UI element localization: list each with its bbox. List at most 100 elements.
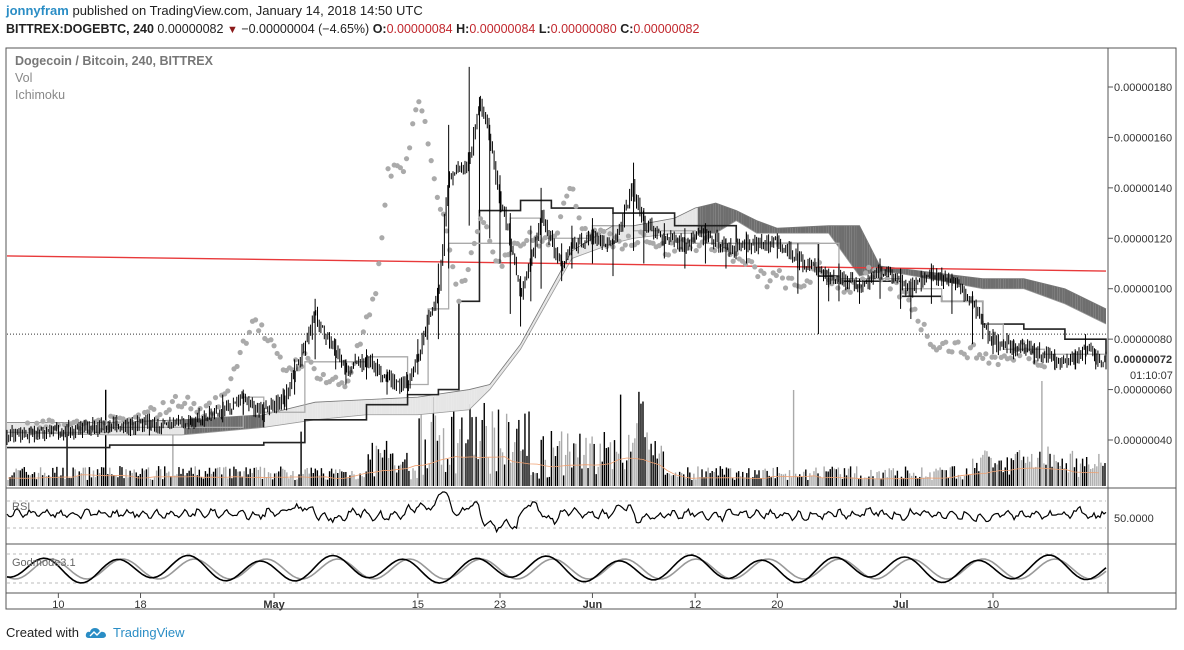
volume-bar — [485, 425, 487, 486]
volume-bar — [227, 478, 229, 486]
footer: Created with TradingView — [6, 624, 185, 642]
volume-bar — [471, 417, 473, 486]
volume-bar — [636, 423, 638, 486]
cloud-segment — [214, 417, 218, 432]
chikou-dot — [896, 294, 903, 300]
volume-bar — [910, 475, 913, 486]
volume-bar — [652, 455, 654, 486]
volume-bar — [332, 473, 335, 486]
rsi-label: RSI — [12, 501, 30, 513]
cloud-segment — [289, 407, 293, 424]
volume-bar — [1043, 463, 1045, 486]
volume-bar — [735, 472, 738, 486]
chikou-dot — [256, 328, 262, 334]
cloud-segment — [245, 415, 249, 430]
volume-bar — [571, 467, 573, 486]
volume-bar — [284, 469, 286, 486]
cloud-segment — [1026, 279, 1029, 291]
volume-bar — [430, 421, 433, 486]
cloud-segment — [754, 219, 757, 234]
chikou-dot — [1010, 357, 1017, 363]
volume-bar — [125, 469, 127, 486]
volume-bar — [292, 471, 294, 486]
volume-bar — [939, 467, 941, 486]
volume-bar — [998, 460, 1000, 486]
chikou-dot — [407, 145, 413, 151]
cloud-segment — [1088, 300, 1091, 317]
volume-bar — [39, 467, 42, 486]
cloud-segment — [528, 325, 531, 336]
volume-bar — [212, 471, 215, 486]
cloud-segment — [985, 278, 988, 289]
chikou-dot — [767, 278, 773, 284]
volume-bar — [729, 468, 732, 486]
volume-bar — [123, 478, 125, 486]
volume-bar — [548, 476, 551, 486]
volume-bar — [446, 459, 449, 486]
volume-bar — [550, 430, 553, 486]
chikou-dot — [582, 225, 588, 232]
chikou-dot — [601, 228, 607, 235]
cloud-segment — [230, 416, 233, 431]
cloud-segment — [276, 411, 280, 426]
volume-bar — [886, 477, 888, 486]
chikou-dot — [212, 395, 219, 401]
volume-bar — [1100, 462, 1102, 486]
volume-bar — [516, 428, 518, 486]
volume-bar — [888, 468, 890, 486]
volume-bar — [621, 462, 624, 486]
volume-bar — [422, 474, 424, 486]
cloud-segment — [831, 225, 834, 241]
volume-bar — [463, 458, 465, 486]
study-ichimoku: Ichimoku — [15, 88, 66, 102]
volume-bar — [697, 466, 699, 486]
tradingview-link[interactable]: TradingView — [85, 624, 185, 642]
volume-bar — [693, 473, 695, 486]
volume-bar — [115, 475, 117, 486]
cloud-segment — [841, 225, 845, 255]
volume-bar — [906, 470, 909, 486]
volume-bar — [831, 466, 833, 486]
volume-bar — [308, 473, 310, 486]
volume-bar — [149, 478, 152, 486]
chikou-dot — [1017, 353, 1023, 359]
cloud-segment — [256, 415, 259, 429]
volume-bar — [839, 474, 842, 486]
volume-bar — [414, 470, 416, 486]
volume-bar — [815, 467, 817, 486]
chikou-dot — [342, 384, 348, 390]
chikou-dot — [779, 275, 786, 281]
cloud-segment — [666, 219, 670, 235]
cloud-segment — [1057, 286, 1060, 302]
cloud-segment — [993, 278, 996, 289]
cloud-segment — [284, 409, 287, 425]
volume-bar — [849, 466, 852, 486]
chikou-dot — [622, 242, 628, 248]
cloud-segment — [851, 225, 855, 269]
volume-bar — [536, 473, 538, 486]
volume-bar — [630, 451, 632, 486]
volume-bar — [514, 442, 516, 486]
price-tick-label: 0.00000160 — [1114, 132, 1172, 144]
volume-bar — [689, 472, 691, 486]
indicator-lines — [6, 491, 1107, 584]
chikou-dot — [440, 211, 447, 217]
chikou-dot — [730, 258, 736, 264]
high-label: H: — [456, 22, 470, 36]
chikou-dot — [74, 418, 80, 424]
volume-bar — [634, 438, 636, 486]
cloud-segment — [1052, 285, 1055, 301]
author-link[interactable]: jonnyfram — [6, 3, 69, 18]
volume-bar — [186, 473, 188, 486]
volume-bar — [54, 472, 56, 486]
volume-bar — [892, 468, 895, 486]
cloud-segment — [692, 208, 696, 234]
chart-canvas[interactable]: 0.00000180 0.00000160 0.00000140 0.00000120… — [0, 40, 1184, 624]
volume-bar — [371, 442, 374, 486]
volume-bar — [473, 454, 475, 486]
volume-bar — [330, 468, 333, 486]
volume-bar — [717, 475, 719, 486]
volume-bar — [377, 449, 380, 486]
volume-bar — [428, 463, 431, 486]
cloud-segment — [1072, 292, 1076, 309]
